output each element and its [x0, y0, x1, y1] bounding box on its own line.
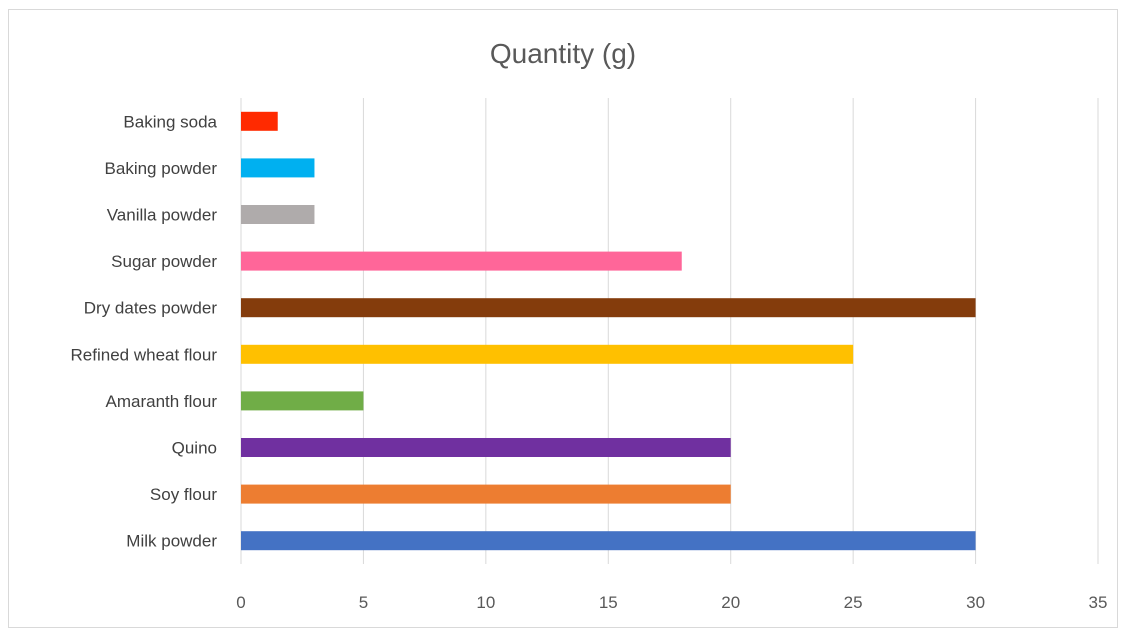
x-tick-label: 15 [599, 593, 618, 612]
bar-vanilla-powder [241, 205, 315, 224]
bar-baking-powder [241, 158, 315, 178]
bar-soy-flour [241, 484, 731, 504]
x-tick-label: 5 [359, 593, 368, 612]
category-label: Quino [172, 439, 217, 458]
x-tick-labels: 0 5 10 15 20 25 30 35 [236, 593, 1107, 612]
category-label: Baking powder [105, 159, 218, 178]
bar-milk-powder [241, 531, 976, 551]
bar-refined-wheat-flour [241, 344, 854, 364]
x-tick-label: 35 [1089, 593, 1108, 612]
bar-sugar-powder [241, 251, 682, 271]
category-label: Refined wheat flour [71, 345, 218, 364]
x-tick-label: 20 [721, 593, 740, 612]
chart-title: Quantity (g) [489, 38, 637, 69]
category-label: Sugar powder [111, 252, 217, 271]
bar-quino [241, 438, 731, 457]
x-tick-label: 30 [966, 593, 985, 612]
bar-amaranth-flour [241, 391, 364, 411]
category-label: Milk powder [126, 532, 217, 551]
bars [241, 111, 976, 551]
chart-frame: Quantity (g) [8, 9, 1118, 628]
category-label: Soy flour [150, 485, 217, 504]
bar-dry-dates-powder [241, 298, 976, 318]
x-tick-label: 0 [236, 593, 245, 612]
category-label: Baking soda [123, 112, 217, 131]
category-label: Vanilla powder [107, 206, 218, 225]
x-tick-label: 10 [476, 593, 495, 612]
category-labels: Baking soda Baking powder Vanilla powder Su… [71, 112, 218, 550]
category-label: Amaranth flour [106, 392, 218, 411]
bar-baking-soda [241, 111, 278, 131]
category-label: Dry dates powder [84, 299, 218, 318]
x-tick-label: 25 [844, 593, 863, 612]
